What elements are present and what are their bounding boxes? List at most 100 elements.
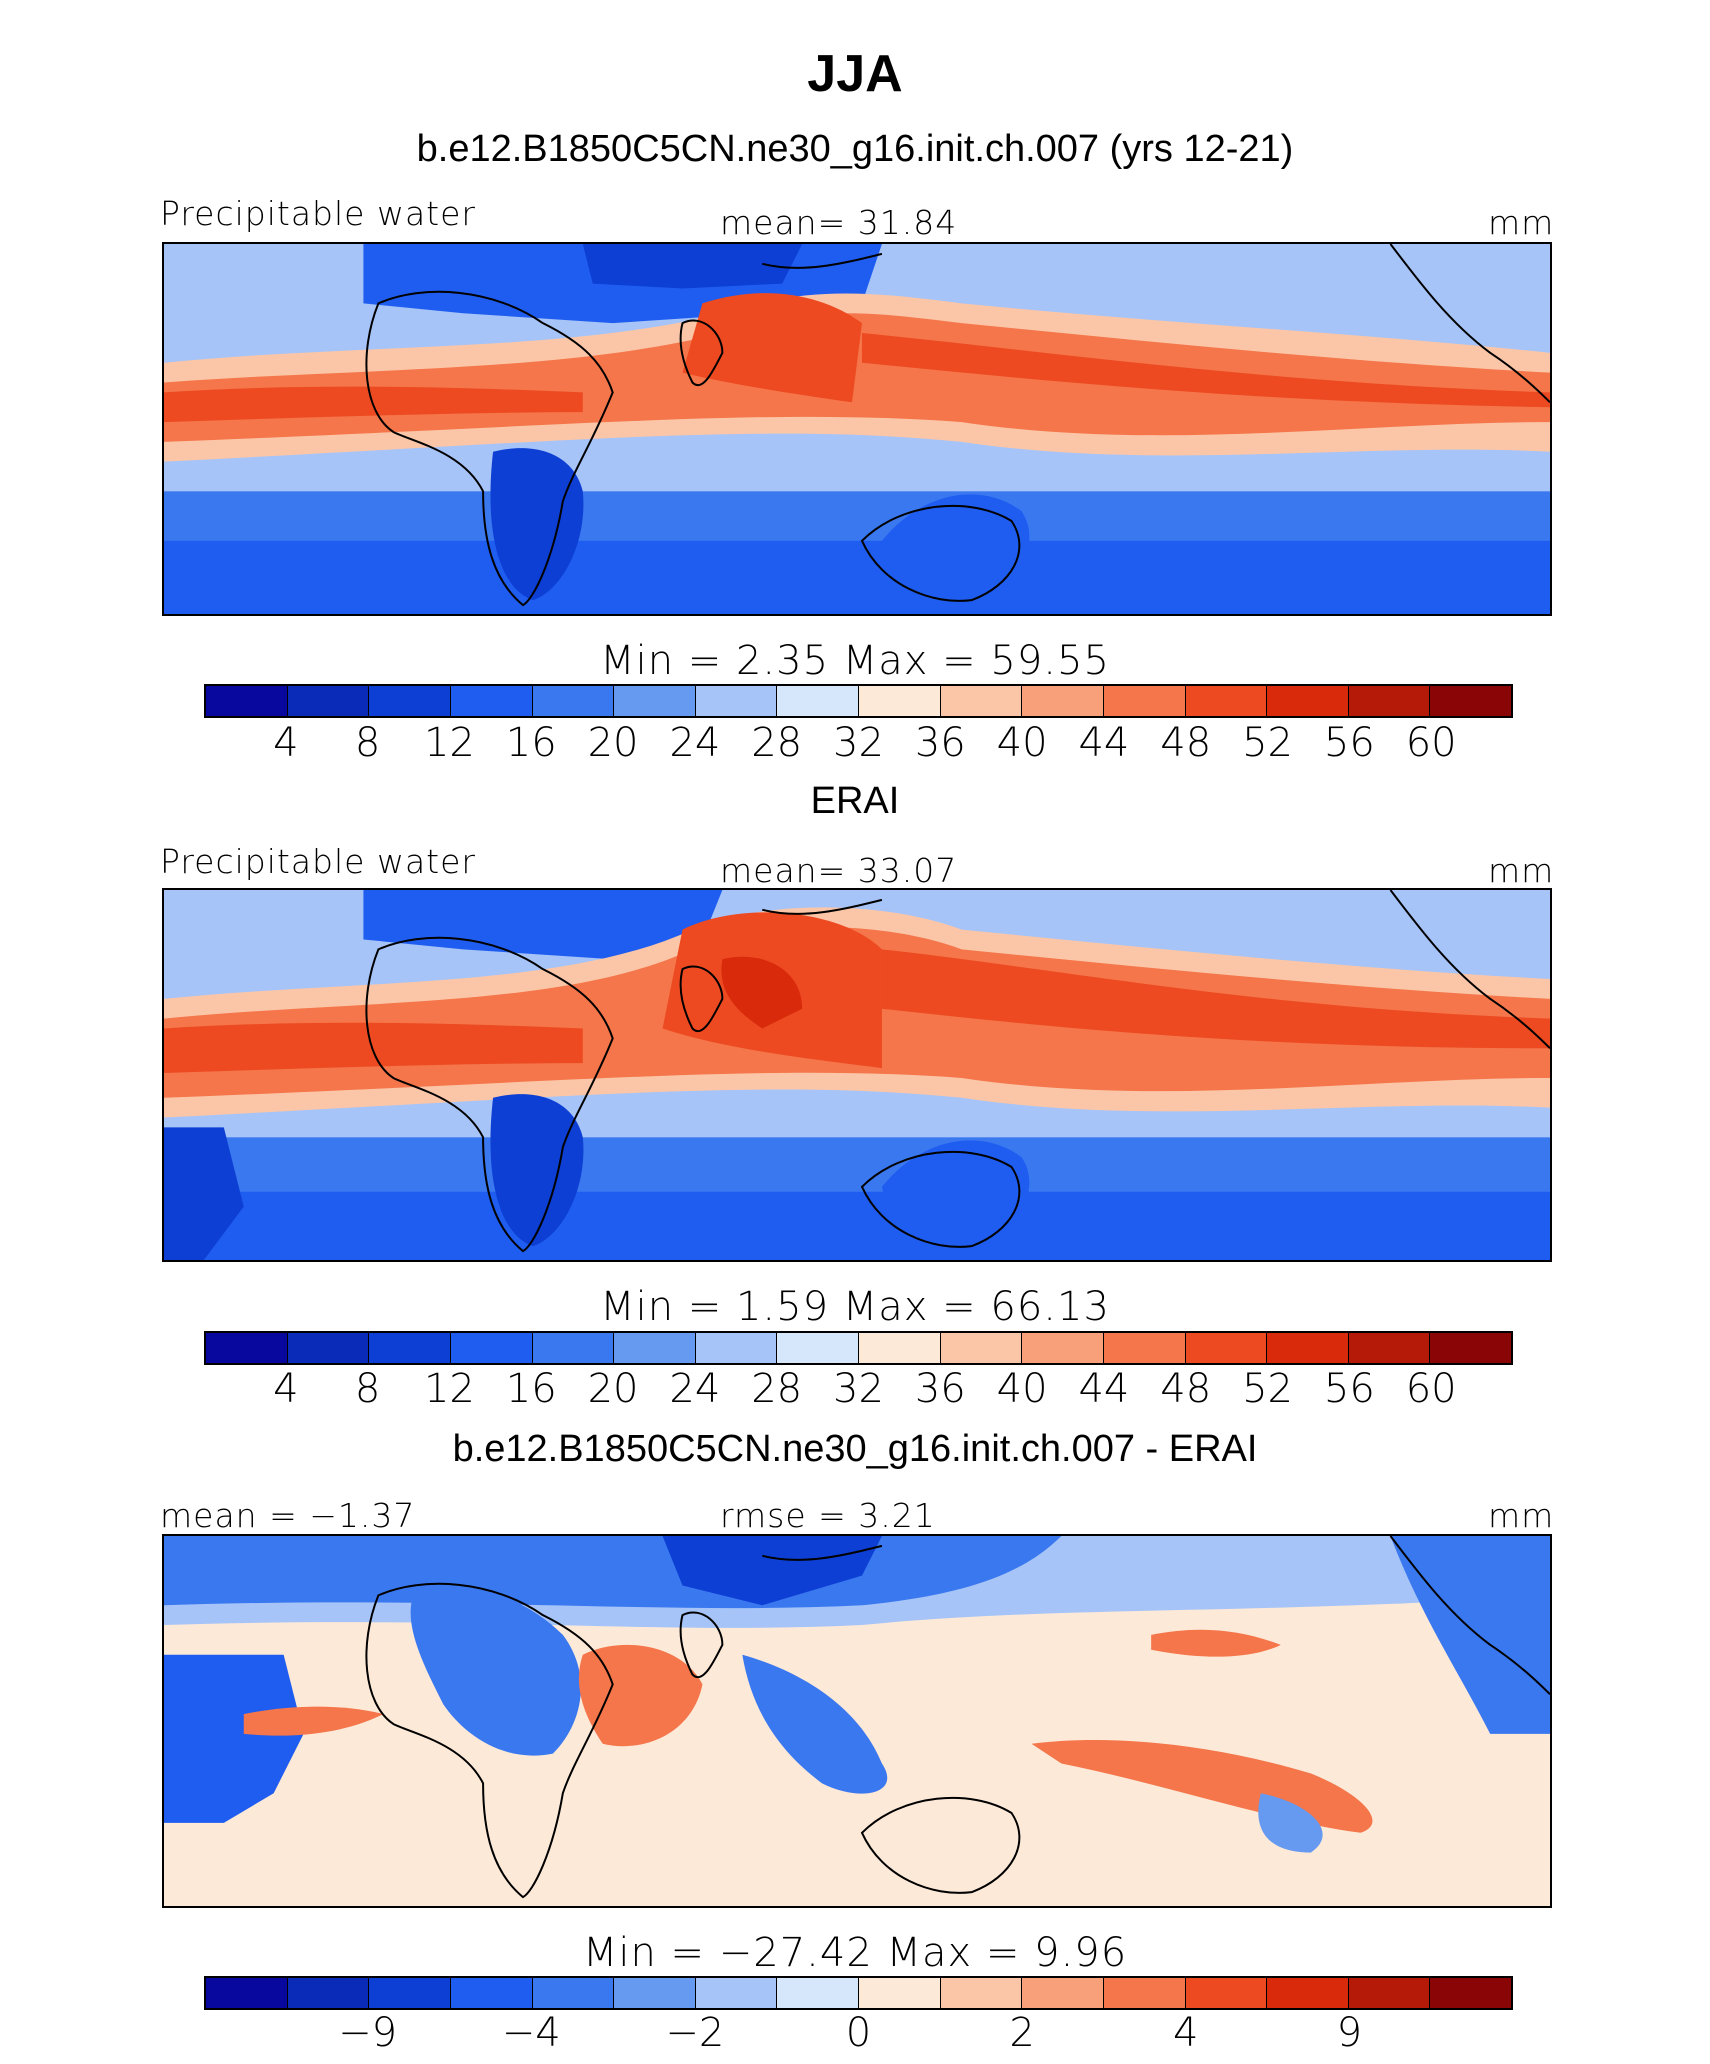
- colorbar-swatch: [1348, 1978, 1431, 2008]
- panel2-variable-label: Precipitable water: [160, 842, 476, 881]
- panel1-variable-label: Precipitable water: [160, 194, 476, 233]
- panel1-units-label: mm: [1488, 203, 1555, 242]
- colorbar-tick-label: 24: [669, 720, 721, 766]
- colorbar-tick-label: 44: [1078, 1366, 1130, 1412]
- colorbar-swatch: [614, 686, 696, 716]
- colorbar-tick-label: 4: [273, 1366, 299, 1412]
- colorbar-tick-label: 48: [1160, 1366, 1212, 1412]
- colorbar-tick-label: 36: [914, 720, 966, 766]
- colorbar-swatch: [287, 1333, 370, 1363]
- panel2-subtitle: ERAI: [810, 780, 900, 822]
- colorbar-tick-label: 12: [423, 1366, 475, 1412]
- colorbar-tick-label: 12: [423, 720, 475, 766]
- colorbar-tick-label: 0: [845, 2010, 872, 2056]
- colorbar-tick-label: 52: [1242, 1366, 1294, 1412]
- colorbar-swatch: [1022, 686, 1104, 716]
- panel1-colorbar-ticks: 4 8 12 16 20 24 28 32 36 40 44 48 52 56 60: [204, 720, 1513, 770]
- panel1-map: [162, 242, 1552, 616]
- panel1-colorbar: [204, 684, 1513, 718]
- figure-title: JJA: [807, 45, 903, 103]
- panel2-mean-label: mean= 33.07: [720, 851, 958, 890]
- colorbar-swatch: [1103, 1978, 1186, 2008]
- colorbar-swatch: [206, 1978, 288, 2008]
- colorbar-swatch: [614, 1978, 696, 2008]
- colorbar-tick-label: 44: [1078, 720, 1130, 766]
- colorbar-tick-label: 20: [587, 720, 639, 766]
- colorbar-tick-label: 36: [914, 1366, 966, 1412]
- colorbar-swatch: [206, 686, 288, 716]
- colorbar-tick-label: 9: [1336, 2010, 1363, 2056]
- colorbar-tick-label: 28: [751, 720, 803, 766]
- colorbar-swatch: [940, 1978, 1023, 2008]
- colorbar-swatch: [614, 1333, 696, 1363]
- colorbar-swatch: [859, 1333, 941, 1363]
- colorbar-tick-label: 60: [1405, 1366, 1457, 1412]
- colorbar-swatch: [1103, 686, 1186, 716]
- colorbar-tick-label: −2: [665, 2010, 725, 2056]
- panel2-map: [162, 888, 1552, 1262]
- panel1-min-max: Min = 2.35 Max = 59.55: [600, 638, 1110, 684]
- panel3-colorbar: [204, 1976, 1513, 2010]
- colorbar-tick-label: 40: [996, 1366, 1048, 1412]
- panel2-colorbar-ticks: 4 8 12 16 20 24 28 32 36 40 44 48 52 56 60: [204, 1366, 1513, 1416]
- colorbar-tick-label: 8: [354, 1366, 381, 1412]
- colorbar-swatch: [1022, 1978, 1104, 2008]
- panel1-mean-label: mean= 31.84: [720, 203, 958, 242]
- colorbar-tick-label: 4: [1173, 2010, 1199, 2056]
- colorbar-swatch: [1348, 1333, 1431, 1363]
- colorbar-tick-label: 4: [273, 720, 299, 766]
- colorbar-swatch: [1267, 1978, 1349, 2008]
- colorbar-tick-label: 24: [669, 1366, 721, 1412]
- colorbar-swatch: [1103, 1333, 1186, 1363]
- panel3-rmse-label: rmse = 3.21: [720, 1496, 936, 1535]
- colorbar-tick-label: 20: [587, 1366, 639, 1412]
- colorbar-tick-label: 52: [1242, 720, 1294, 766]
- panel3-map: [162, 1534, 1552, 1908]
- colorbar-swatch: [1348, 686, 1431, 716]
- colorbar-swatch: [777, 686, 859, 716]
- colorbar-swatch: [940, 686, 1023, 716]
- panel3-mean-label: mean = −1.37: [160, 1496, 416, 1535]
- panel3-subtitle: b.e12.B1850C5CN.ne30_g16.init.ch.007 - E…: [452, 1428, 1258, 1470]
- colorbar-tick-label: 60: [1405, 720, 1457, 766]
- colorbar-swatch: [859, 1978, 941, 2008]
- panel3-min-max: Min = −27.42 Max = 9.96: [582, 1930, 1128, 1976]
- colorbar-swatch: [777, 1333, 859, 1363]
- colorbar-swatch: [287, 686, 370, 716]
- colorbar-swatch: [369, 1978, 451, 2008]
- colorbar-tick-label: 40: [996, 720, 1048, 766]
- colorbar-swatch: [859, 686, 941, 716]
- colorbar-swatch: [1430, 686, 1511, 716]
- colorbar-swatch: [695, 1333, 778, 1363]
- colorbar-swatch: [695, 686, 778, 716]
- colorbar-tick-label: 48: [1160, 720, 1212, 766]
- colorbar-swatch: [1267, 1333, 1349, 1363]
- colorbar-swatch: [450, 686, 533, 716]
- colorbar-tick-label: 32: [833, 720, 884, 766]
- colorbar-swatch: [1267, 686, 1349, 716]
- colorbar-tick-label: 16: [505, 720, 557, 766]
- colorbar-swatch: [206, 1333, 288, 1363]
- colorbar-tick-label: 56: [1323, 1366, 1375, 1412]
- colorbar-tick-label: 16: [505, 1366, 557, 1412]
- panel2-units-label: mm: [1488, 851, 1555, 890]
- colorbar-swatch: [369, 686, 451, 716]
- panel1-subtitle: b.e12.B1850C5CN.ne30_g16.init.ch.007 (yr…: [416, 128, 1294, 170]
- colorbar-swatch: [777, 1978, 859, 2008]
- panel2-colorbar: [204, 1331, 1513, 1365]
- colorbar-swatch: [532, 1333, 615, 1363]
- colorbar-tick-label: 28: [751, 1366, 803, 1412]
- colorbar-swatch: [287, 1978, 370, 2008]
- colorbar-swatch: [1185, 1978, 1268, 2008]
- colorbar-swatch: [695, 1978, 778, 2008]
- colorbar-tick-label: 2: [1009, 2010, 1035, 2056]
- colorbar-swatch: [1185, 686, 1268, 716]
- colorbar-swatch: [1185, 1333, 1268, 1363]
- colorbar-swatch: [369, 1333, 451, 1363]
- panel2-min-max: Min = 1.59 Max = 66.13: [600, 1284, 1110, 1330]
- colorbar-tick-label: −9: [338, 2010, 398, 2056]
- colorbar-tick-label: 8: [354, 720, 381, 766]
- colorbar-swatch: [532, 686, 615, 716]
- colorbar-swatch: [1430, 1978, 1511, 2008]
- colorbar-swatch: [450, 1978, 533, 2008]
